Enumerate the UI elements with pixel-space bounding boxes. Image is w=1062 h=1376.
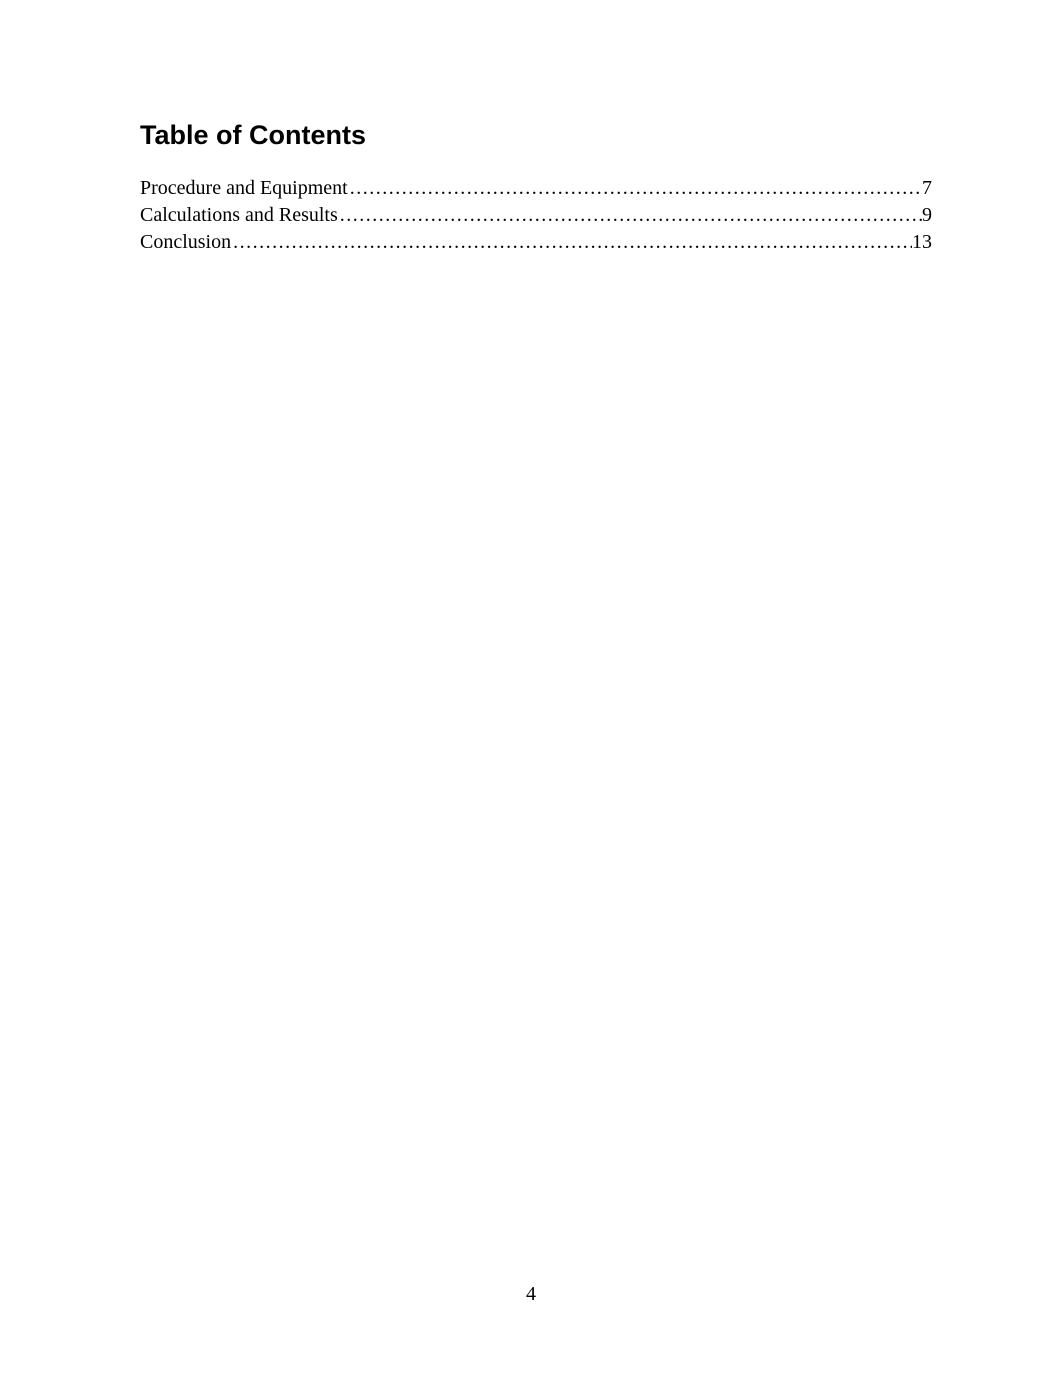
- page-number: 4: [0, 1283, 1062, 1306]
- toc-entry-label: Calculations and Results: [140, 202, 338, 229]
- toc-entry-page: 7: [922, 175, 932, 202]
- toc-entry-label: Procedure and Equipment: [140, 175, 348, 202]
- document-page: Table of Contents Procedure and Equipmen…: [0, 0, 1062, 1376]
- toc-leader-dots: [338, 202, 922, 229]
- toc-entry: Conclusion 13: [140, 229, 932, 256]
- toc-entry: Procedure and Equipment 7: [140, 175, 932, 202]
- toc-entry: Calculations and Results 9: [140, 202, 932, 229]
- toc-leader-dots: [348, 175, 922, 202]
- toc-title: Table of Contents: [140, 120, 932, 151]
- toc-entry-page: 9: [922, 202, 932, 229]
- toc-entry-page: 13: [912, 229, 932, 256]
- toc-leader-dots: [231, 229, 912, 256]
- toc-entry-label: Conclusion: [140, 229, 231, 256]
- toc-entries: Procedure and Equipment 7 Calculations a…: [140, 175, 932, 256]
